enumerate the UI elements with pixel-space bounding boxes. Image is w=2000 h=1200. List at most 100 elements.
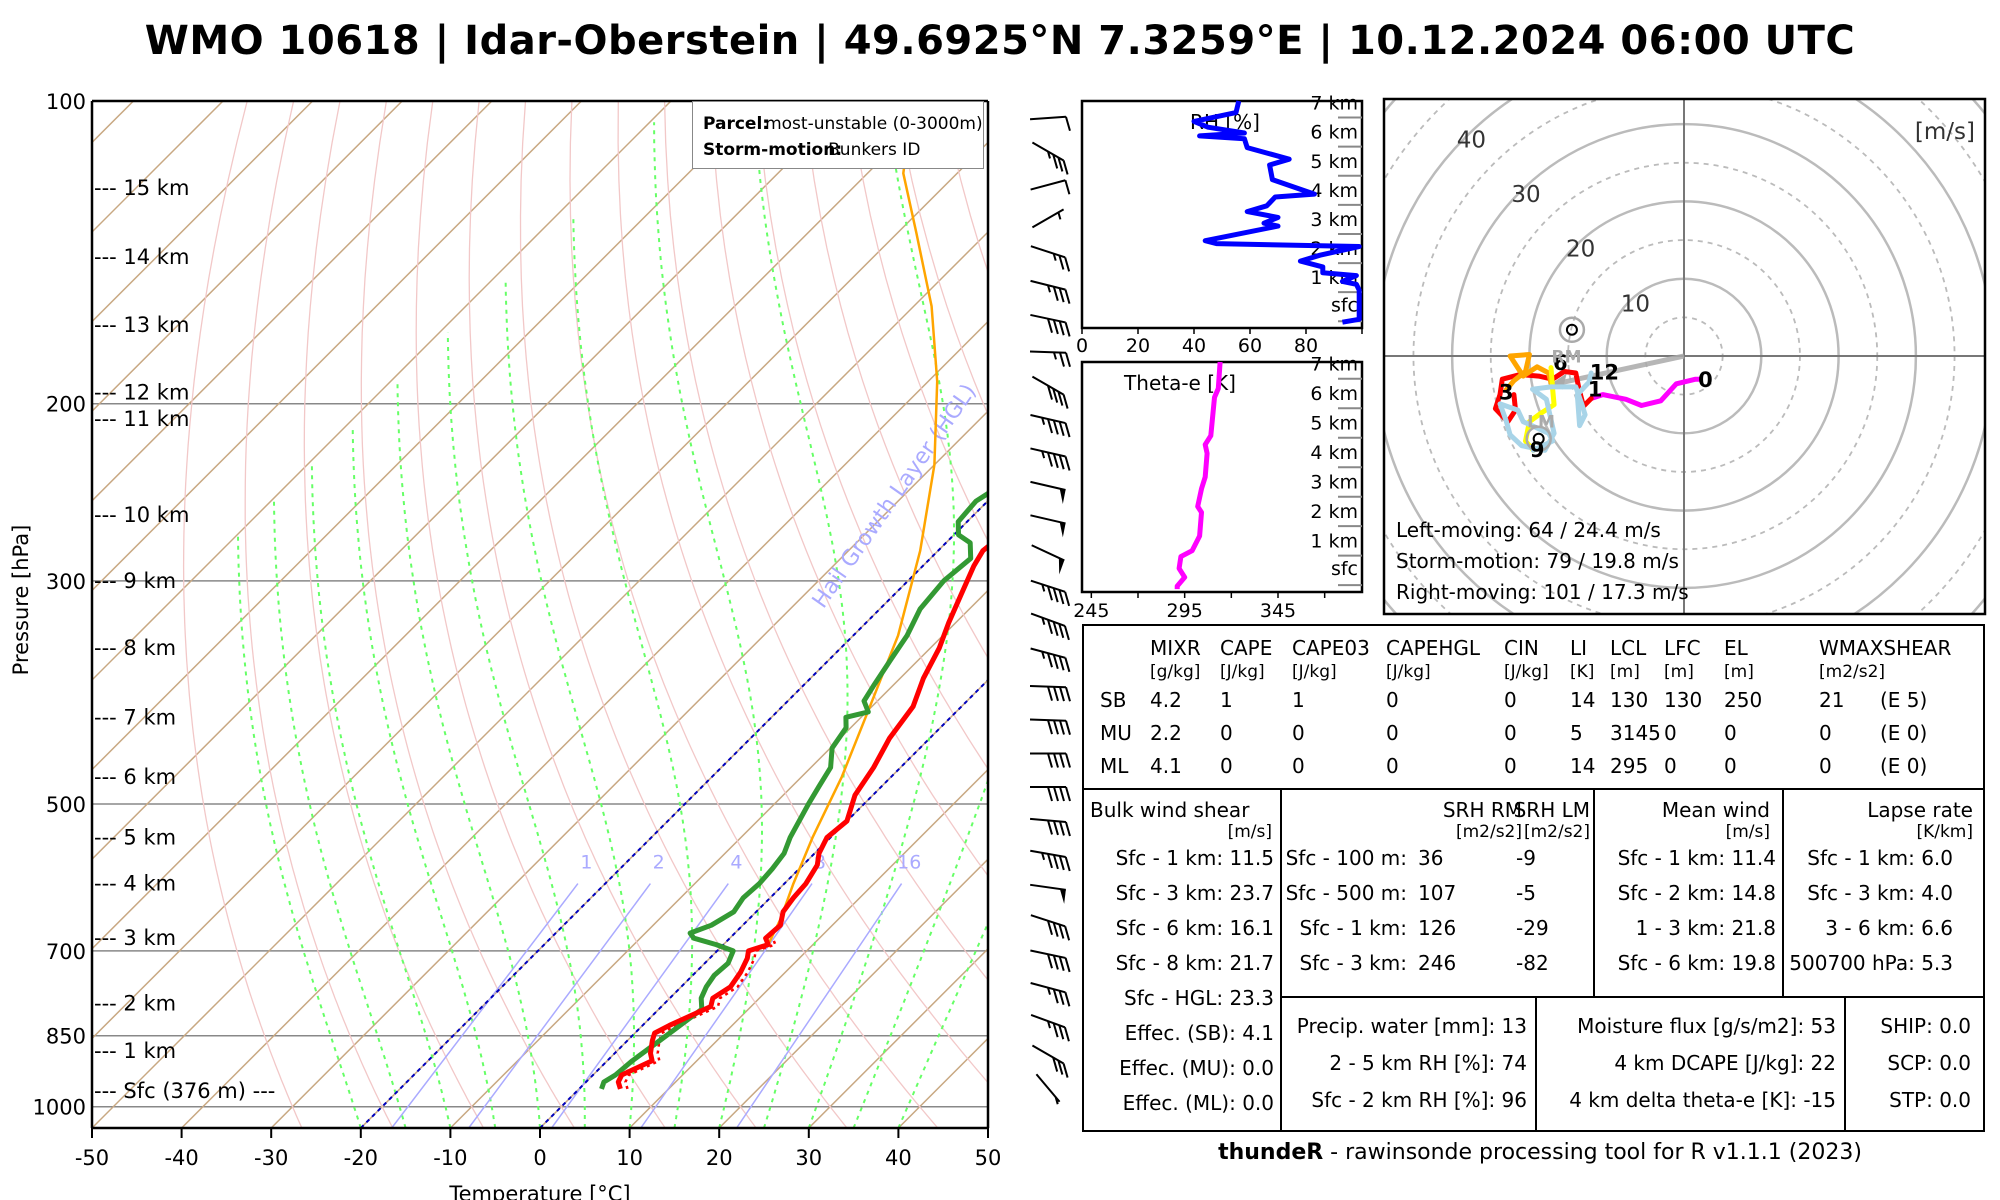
- dry-adiabat-line: [360, 101, 575, 1128]
- dry-adiabat-line: [415, 101, 666, 1128]
- x-tick-label: -50: [75, 1146, 109, 1170]
- wind-barb: [1031, 375, 1069, 409]
- hodograph-segment: [1492, 369, 1594, 425]
- barb-flag: [1047, 686, 1053, 701]
- flux-row: 4 km DCAPE [J/kg]: 22: [1614, 1051, 1836, 1075]
- barb-staff: [1030, 480, 1066, 491]
- isotherm-line: [92, 101, 582, 592]
- moist-adiabat-line: [273, 501, 407, 1128]
- srh-rm-value: 36: [1418, 846, 1444, 870]
- rh-panel-height-label: 5 km: [1310, 151, 1358, 173]
- indices-cell: 0: [1386, 754, 1399, 778]
- barb-pennant: [1059, 888, 1066, 904]
- barb-half-flag: [1047, 284, 1051, 293]
- wind-barb: [1030, 313, 1071, 337]
- indices-cell: 250: [1724, 688, 1763, 712]
- indices-cell: 4.1: [1150, 754, 1182, 778]
- mean-wind-row: Sfc - 1 km: 11.4: [1617, 846, 1776, 870]
- theta-e-panel-height-label: 2 km: [1310, 501, 1358, 523]
- hodograph-point-label: RM: [1551, 347, 1581, 367]
- parcel-label: Parcel:: [703, 114, 770, 134]
- barb-flag: [1052, 1057, 1059, 1072]
- moist-adiabat-line: [504, 278, 635, 1128]
- mean-wind-unit: [m/s]: [1725, 822, 1770, 842]
- barb-staff: [1030, 647, 1066, 659]
- wind-barb: [1030, 752, 1071, 768]
- srh-panel: SRH RM SRH LM [m2/s2] [m2/s2] Sfc - 100 …: [1280, 788, 1595, 998]
- barb-flag: [1064, 856, 1071, 872]
- moisture-row: 2 - 5 km RH [%]: 74: [1329, 1051, 1527, 1075]
- wind-barb: [1030, 883, 1066, 904]
- indices-cell: (E 5): [1880, 688, 1928, 712]
- wind-barb: [1030, 914, 1071, 941]
- isotherm-line: [92, 101, 851, 861]
- hodograph-ring: [1450, 122, 1918, 590]
- barb-staff: [1030, 279, 1066, 291]
- indices-header: LFC: [1664, 636, 1701, 660]
- indices-header: WMAXSHEAR: [1819, 636, 1952, 660]
- barb-flag: [1058, 924, 1065, 939]
- hodograph-ring-label: 10: [1621, 291, 1650, 317]
- barb-flag: [1052, 154, 1059, 169]
- indices-unit: [J/kg]: [1386, 662, 1431, 682]
- barb-flag: [1063, 625, 1070, 641]
- wind-barb: [1030, 647, 1071, 673]
- barb-flag: [1065, 686, 1071, 702]
- theta-e-panel-height-label: 1 km: [1310, 531, 1358, 553]
- barb-pennant: [1059, 522, 1066, 538]
- theta-e-panel-height-label: 3 km: [1310, 472, 1358, 494]
- isotherm-line: [92, 141, 988, 1040]
- mean-wind-title: Mean wind: [1661, 798, 1770, 822]
- indices-unit: [J/kg]: [1504, 662, 1549, 682]
- hodograph-segment: [1497, 370, 1594, 453]
- rh-panel-height-label: 1 km: [1310, 267, 1358, 289]
- rh-panel-height-label: 3 km: [1310, 209, 1358, 231]
- hodograph-ring-dashed: [1489, 161, 1879, 551]
- mean-wind-row: 1 - 3 km: 21.8: [1635, 916, 1776, 940]
- barb-flag: [1064, 322, 1071, 337]
- srh-lm-value: -5: [1516, 881, 1536, 905]
- hodograph-ring: [1528, 200, 1840, 512]
- theta-e-panel-frame: [1080, 360, 1364, 594]
- indices-header: CAPEHGL: [1386, 636, 1481, 660]
- barb-half-flag: [1041, 852, 1046, 861]
- wind-barb: [1030, 480, 1066, 504]
- barb-staff: [1031, 544, 1065, 562]
- indices-cell: 0: [1504, 688, 1517, 712]
- barb-flag: [1053, 820, 1059, 836]
- bulk-shear-unit: [m/s]: [1227, 822, 1272, 842]
- lapse-rate-row: Sfc - 1 km: 6.0: [1807, 846, 1953, 870]
- mixing-ratio-line: [640, 883, 813, 1128]
- indices-header: MIXR: [1150, 636, 1201, 660]
- y-tick-label: 1000: [33, 1096, 86, 1120]
- parcel-legend: Parcel:most-unstable (0-3000m) Storm-mot…: [692, 101, 984, 169]
- barb-staff: [1030, 245, 1066, 259]
- hodograph-ring-label: 20: [1566, 237, 1595, 263]
- moist-adiabat-line: [396, 381, 541, 1128]
- hodograph-frame: [1382, 97, 1987, 616]
- isotherm-line: [718, 858, 988, 1128]
- mixing-ratio-line: [735, 883, 903, 1128]
- dry-adiabat-line: [519, 101, 848, 1128]
- flux-panel: Moisture flux [g/s/m2]: 53 4 km DCAPE [J/…: [1535, 996, 1846, 1132]
- barb-staff: [1035, 1073, 1061, 1103]
- storm-motion-label: Storm-motion:: [703, 140, 843, 160]
- srh-rm-value: 107: [1418, 881, 1457, 905]
- wind-barb: [1031, 208, 1065, 229]
- barb-flag: [1047, 385, 1053, 400]
- theta-e-x-tick-label: 295: [1167, 600, 1203, 622]
- hodograph-ring-dashed: [1644, 316, 1724, 396]
- indices-cell: 295: [1610, 754, 1649, 778]
- barb-flag: [1065, 720, 1071, 735]
- indices-row-label: MU: [1100, 721, 1132, 745]
- y-axis-title: Pressure [hPa]: [9, 525, 33, 676]
- barb-flag: [1047, 586, 1053, 601]
- barb-flag: [1058, 623, 1065, 639]
- rh-panel-height-label: 2 km: [1310, 238, 1358, 260]
- hodograph-unit-label: [m/s]: [1915, 119, 1975, 145]
- barb-staff: [1030, 514, 1066, 525]
- height-label: --- 13 km: [94, 313, 189, 337]
- bulk-shear-row: Sfc - HGL: 23.3: [1124, 986, 1274, 1010]
- height-label: --- 4 km: [94, 872, 176, 896]
